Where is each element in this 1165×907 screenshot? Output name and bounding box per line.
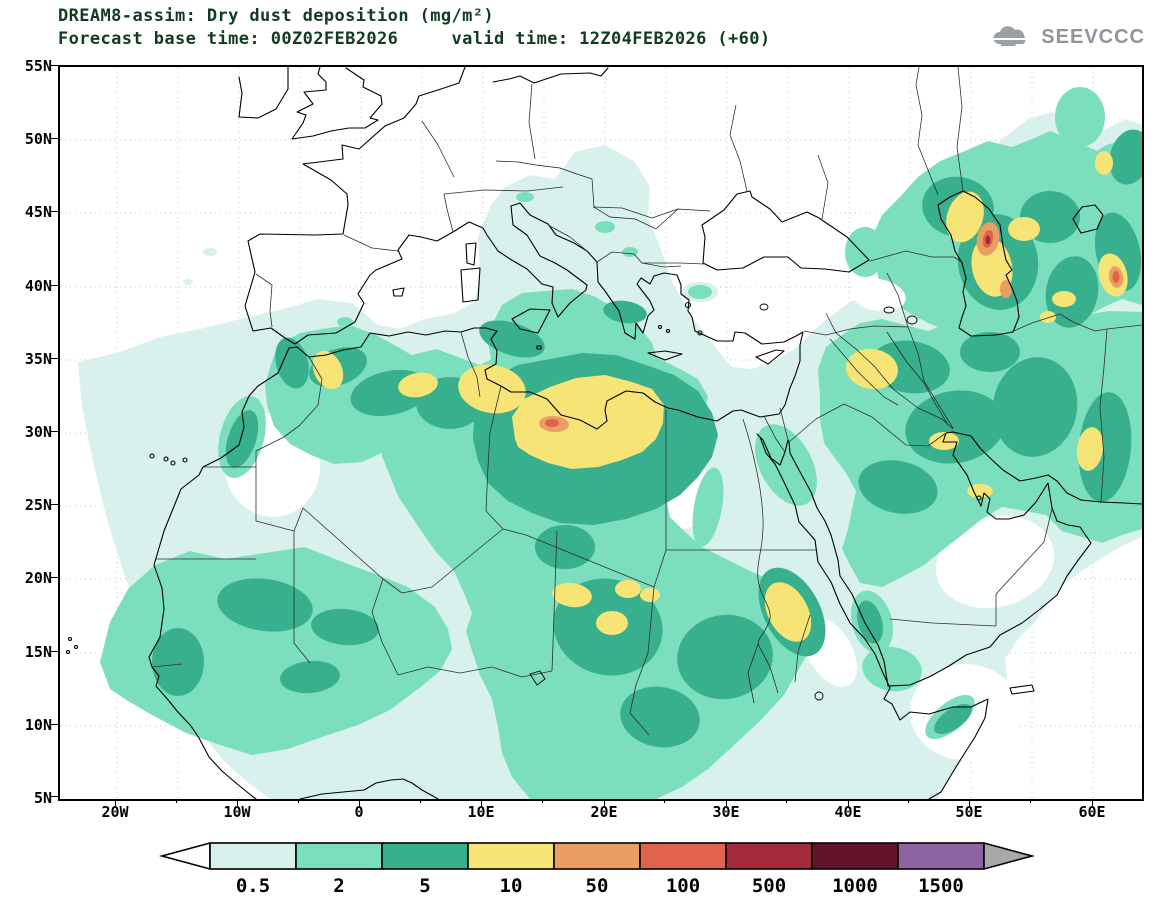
y-axis-tick — [51, 796, 58, 797]
x-axis-label: 20E — [590, 803, 618, 821]
y-axis-tick — [51, 285, 58, 286]
dust-level-500-layer — [985, 235, 991, 245]
x-axis-label: 30E — [712, 803, 740, 821]
legend-label: 500 — [752, 875, 786, 897]
x-axis-tick — [481, 799, 482, 806]
x-axis-label: 10E — [467, 803, 495, 821]
legend-label: 10 — [500, 875, 523, 897]
y-axis-label: 55N — [24, 57, 52, 75]
legend-cell — [209, 842, 297, 870]
legend-label: 0.5 — [236, 875, 270, 897]
dust-level-50-layer — [539, 222, 1124, 433]
x-axis-minor-tick — [420, 799, 421, 803]
lakes — [529, 303, 918, 701]
x-axis-label: 60E — [1078, 803, 1106, 821]
legend-label: 100 — [666, 875, 700, 897]
legend-over-arrow — [983, 841, 1036, 871]
country-borders — [151, 67, 1142, 736]
legend-cell — [725, 842, 813, 870]
y-axis-label: 5N — [33, 789, 52, 807]
legend-label: 1500 — [918, 875, 964, 897]
x-axis-minor-tick — [908, 799, 909, 803]
x-axis-label: 0 — [354, 803, 364, 821]
y-axis-tick — [51, 138, 58, 139]
legend-cell — [467, 842, 555, 870]
y-axis-tick — [51, 211, 58, 212]
x-axis-minor-tick — [786, 799, 787, 803]
y-axis-label: 10N — [24, 716, 52, 734]
x-axis-tick — [848, 799, 849, 806]
legend-label: 1000 — [832, 875, 878, 897]
x-axis-minor-tick — [664, 799, 665, 803]
figure-subtitle: Forecast base time: 00Z02FEB2026 valid t… — [58, 29, 771, 49]
y-axis-label: 15N — [24, 643, 52, 661]
y-axis-label: 40N — [24, 277, 52, 295]
y-axis-label: 20N — [24, 569, 52, 587]
y-axis-label: 45N — [24, 203, 52, 221]
x-axis-label: 40E — [834, 803, 862, 821]
y-axis-label: 25N — [24, 496, 52, 514]
figure-title: DREAM8-assim: Dry dust deposition (mg/m²… — [58, 6, 495, 26]
y-axis-tick — [51, 65, 58, 66]
x-axis-tick — [115, 799, 116, 806]
x-axis-minor-tick — [542, 799, 543, 803]
x-axis-tick — [237, 799, 238, 806]
legend-cell — [553, 842, 641, 870]
legend-label: 2 — [333, 875, 344, 897]
y-axis-label: 50N — [24, 130, 52, 148]
y-axis-tick — [51, 504, 58, 505]
x-axis-tick — [359, 799, 360, 806]
legend-cell — [639, 842, 727, 870]
legend-label: 50 — [586, 875, 609, 897]
dust-gap-holes-layer — [850, 278, 906, 312]
color-scale-legend: 0.5 2 5 10 50 100 500 1000 1500 — [150, 841, 1042, 904]
x-axis-minor-tick — [298, 799, 299, 803]
y-axis-tick — [51, 358, 58, 359]
seevccc-logo: SEEVCCC — [989, 24, 1145, 50]
x-axis-tick — [969, 799, 970, 806]
y-axis-label: 35N — [24, 350, 52, 368]
legend-cell — [811, 842, 899, 870]
legend-label: 5 — [419, 875, 430, 897]
legend-cell — [897, 842, 985, 870]
legend-cell — [381, 842, 469, 870]
legend-cell — [295, 842, 383, 870]
x-axis-tick — [604, 799, 605, 806]
coastlines — [65, 67, 1142, 799]
map-plot-area — [58, 65, 1144, 801]
x-axis-minor-tick — [176, 799, 177, 803]
x-axis-minor-tick — [1030, 799, 1031, 803]
x-axis-label: 50E — [955, 803, 983, 821]
y-axis-tick — [51, 431, 58, 432]
x-axis-tick — [726, 799, 727, 806]
x-axis-tick — [1092, 799, 1093, 806]
legend-bar — [158, 841, 1036, 871]
x-axis-label: 20W — [101, 803, 129, 821]
x-axis-label: 10W — [223, 803, 251, 821]
cloud-icon — [993, 26, 1030, 46]
logo-text: SEEVCCC — [1041, 25, 1145, 48]
y-axis-tick — [51, 577, 58, 578]
y-axis-tick — [51, 724, 58, 725]
rivers — [495, 67, 954, 704]
legend-under-arrow — [158, 841, 211, 871]
y-axis-label: 30N — [24, 423, 52, 441]
y-axis-tick — [51, 651, 58, 652]
